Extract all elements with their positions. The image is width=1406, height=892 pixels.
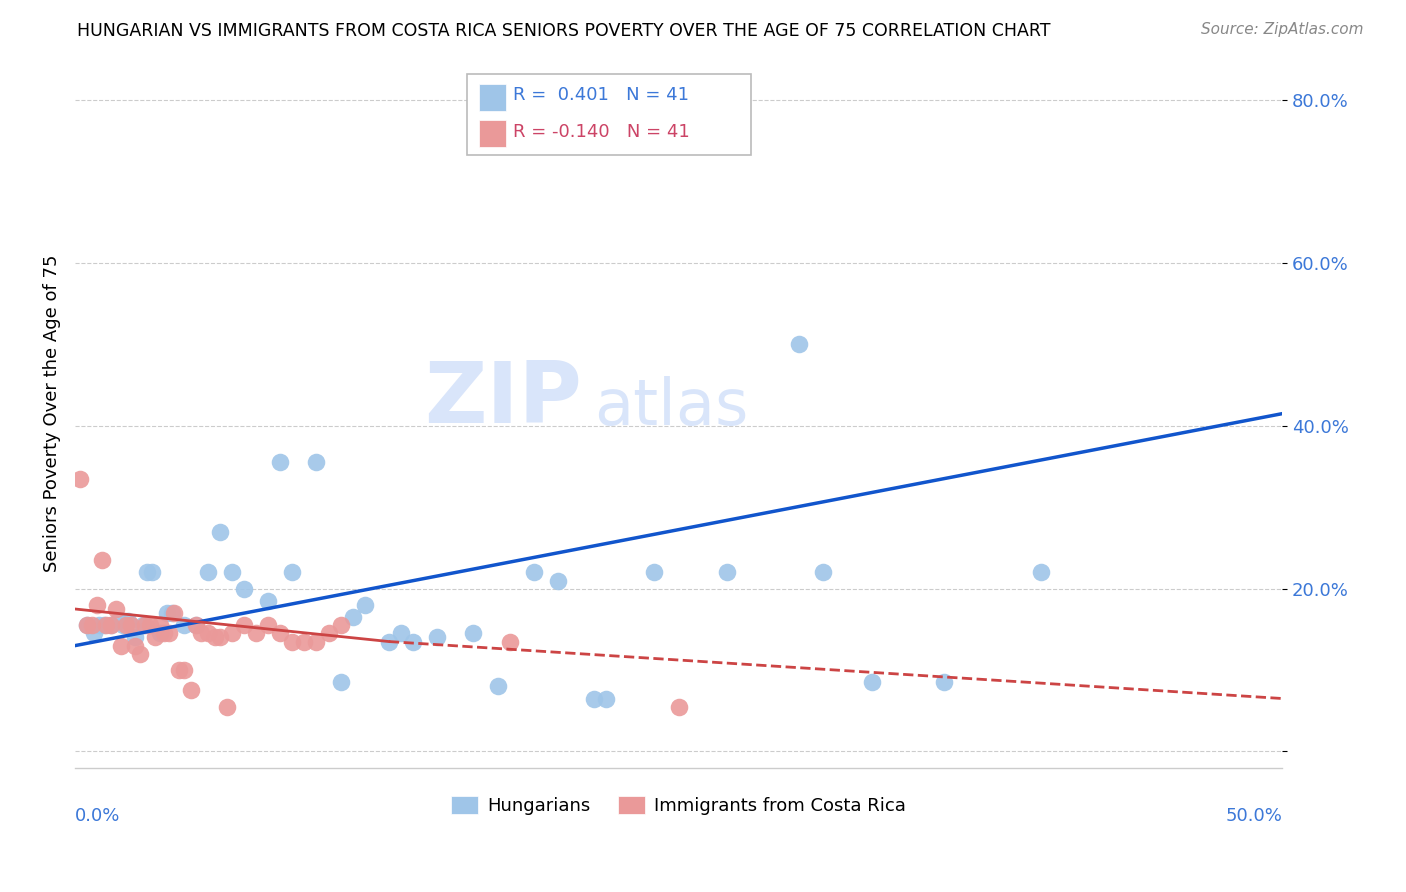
Point <box>100 618 122 632</box>
Point <box>668 699 690 714</box>
Point <box>378 634 401 648</box>
Point <box>789 337 811 351</box>
Point <box>860 675 883 690</box>
Point <box>153 626 176 640</box>
FancyBboxPatch shape <box>467 74 751 155</box>
Point <box>292 634 315 648</box>
Point <box>217 699 239 714</box>
Point <box>148 626 170 640</box>
Point <box>305 455 328 469</box>
Point <box>112 618 135 632</box>
Point <box>148 618 170 632</box>
Text: R =  0.401   N = 41: R = 0.401 N = 41 <box>513 86 689 104</box>
Point <box>221 566 243 580</box>
Point <box>157 626 180 640</box>
Point <box>221 626 243 640</box>
Point <box>329 618 352 632</box>
Point <box>486 679 509 693</box>
Point <box>76 618 98 632</box>
Point <box>80 618 103 632</box>
Point <box>389 626 412 640</box>
Point <box>208 524 231 539</box>
Point <box>190 626 212 640</box>
Point <box>120 618 142 632</box>
Point <box>184 618 207 632</box>
Point <box>208 631 231 645</box>
Point <box>402 634 425 648</box>
Point <box>197 626 219 640</box>
Point <box>134 618 156 632</box>
Point <box>257 594 280 608</box>
Point <box>163 606 186 620</box>
Text: ZIP: ZIP <box>425 358 582 441</box>
Point <box>934 675 956 690</box>
Point <box>281 566 304 580</box>
Point <box>180 683 202 698</box>
Point <box>643 566 665 580</box>
Text: HUNGARIAN VS IMMIGRANTS FROM COSTA RICA SENIORS POVERTY OVER THE AGE OF 75 CORRE: HUNGARIAN VS IMMIGRANTS FROM COSTA RICA … <box>77 22 1050 40</box>
Text: 50.0%: 50.0% <box>1226 806 1282 824</box>
Point <box>124 639 146 653</box>
Point <box>83 626 105 640</box>
Point <box>305 634 328 648</box>
Text: 0.0%: 0.0% <box>75 806 121 824</box>
Point <box>131 618 153 632</box>
Point <box>160 606 183 620</box>
Point <box>547 574 569 588</box>
Point <box>233 618 256 632</box>
FancyBboxPatch shape <box>479 120 506 146</box>
Point <box>114 618 136 632</box>
Text: R = -0.140   N = 41: R = -0.140 N = 41 <box>513 123 690 141</box>
Point <box>595 691 617 706</box>
Point <box>100 618 122 632</box>
Point <box>124 631 146 645</box>
Point <box>523 566 546 580</box>
Point <box>318 626 340 640</box>
Point <box>498 634 520 648</box>
Text: atlas: atlas <box>595 376 748 438</box>
Point <box>813 566 835 580</box>
Y-axis label: Seniors Poverty Over the Age of 75: Seniors Poverty Over the Age of 75 <box>44 255 60 573</box>
Point <box>716 566 738 580</box>
FancyBboxPatch shape <box>479 85 506 112</box>
Point <box>281 634 304 648</box>
Point <box>1029 566 1052 580</box>
Point <box>156 606 179 620</box>
Point <box>96 618 118 632</box>
Point <box>129 647 152 661</box>
Point <box>69 472 91 486</box>
Point <box>117 614 139 628</box>
Point <box>197 566 219 580</box>
Point <box>86 598 108 612</box>
Point <box>269 455 291 469</box>
Point <box>583 691 606 706</box>
Point <box>110 639 132 653</box>
Point <box>76 618 98 632</box>
Point <box>257 618 280 632</box>
Point <box>353 598 375 612</box>
Point <box>173 663 195 677</box>
Point <box>173 618 195 632</box>
Point <box>167 663 190 677</box>
Point <box>136 566 159 580</box>
Point <box>141 566 163 580</box>
Point <box>107 614 129 628</box>
Point <box>269 626 291 640</box>
Point <box>139 618 162 632</box>
Point <box>245 626 267 640</box>
Point <box>204 631 226 645</box>
Point <box>184 618 207 632</box>
Point <box>89 618 111 632</box>
Legend: Hungarians, Immigrants from Costa Rica: Hungarians, Immigrants from Costa Rica <box>444 789 912 822</box>
Point <box>233 582 256 596</box>
Point <box>463 626 485 640</box>
Point <box>426 631 449 645</box>
Point <box>105 602 128 616</box>
Point <box>93 618 115 632</box>
Text: Source: ZipAtlas.com: Source: ZipAtlas.com <box>1201 22 1364 37</box>
Point <box>329 675 352 690</box>
Point <box>90 553 112 567</box>
Point <box>143 631 166 645</box>
Point <box>342 610 364 624</box>
